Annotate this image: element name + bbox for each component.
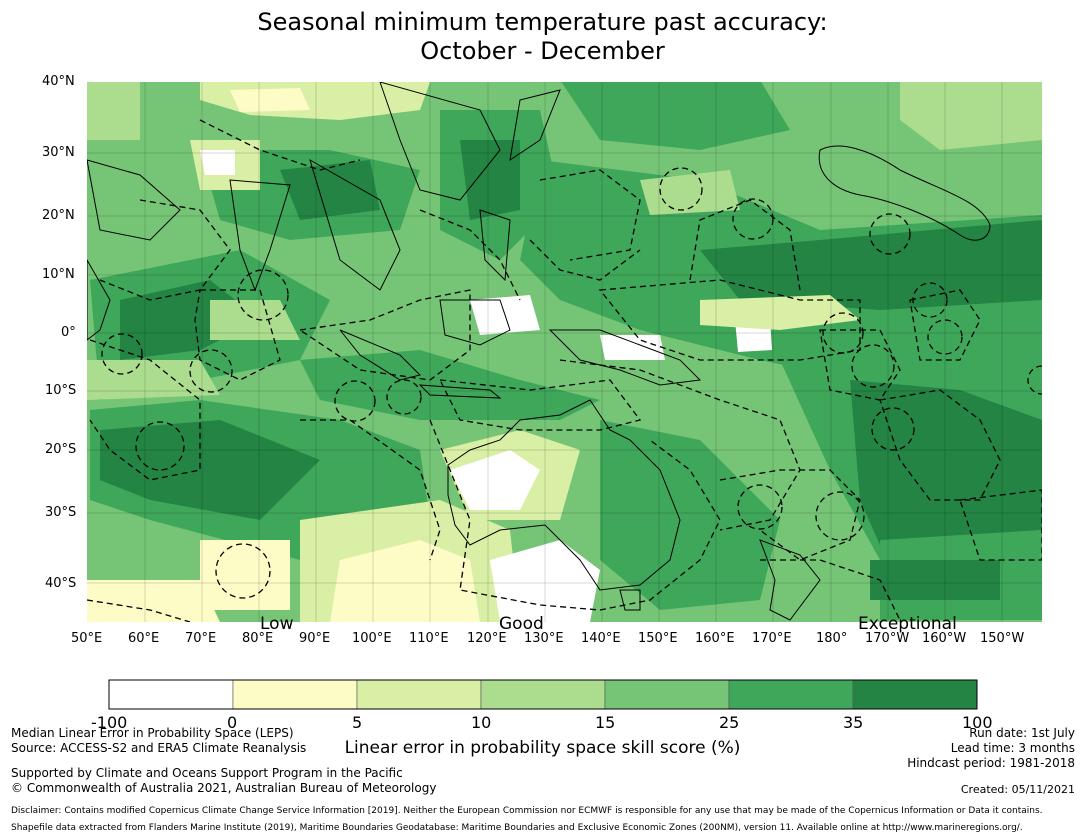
borneo-coast (439, 299, 511, 346)
lon-label-100e: 100°E (352, 631, 392, 646)
lat-label-40n: 40°N (42, 74, 75, 89)
colorbar-swatch-2 (356, 679, 482, 710)
japan-coast (509, 89, 561, 162)
colorbar-swatch-3 (480, 679, 606, 710)
lon-label-170e: 170°E (752, 631, 792, 646)
lon-label-140e: 140°E (581, 631, 621, 646)
colorbar-tick-7: 100 (962, 713, 993, 732)
lon-label-110e: 110°E (409, 631, 449, 646)
lon-label-160e: 160°E (695, 631, 735, 646)
footer-support: Supported by Climate and Oceans Support … (11, 766, 403, 780)
lon-label-130e: 130°E (524, 631, 564, 646)
lon-label-150e: 150°E (638, 631, 678, 646)
colorbar-tick-5: 25 (719, 713, 740, 732)
colorbar-swatch-0 (108, 679, 234, 710)
lat-label-10n: 10°N (42, 267, 75, 282)
colorbar-swatch-6 (852, 679, 978, 710)
lat-label-40s: 40°S (45, 576, 77, 591)
java-coast (418, 384, 502, 399)
lon-label-150w: 150°W (980, 631, 1025, 646)
coastlines (87, 82, 991, 621)
title-line-1: Seasonal minimum temperature past accura… (257, 8, 828, 36)
colorbar-swatch-4 (604, 679, 730, 710)
lat-label-30s: 30°S (45, 505, 77, 520)
lon-label-90e: 90°E (299, 631, 331, 646)
tasmania-coast (619, 589, 641, 611)
colorbar (108, 679, 978, 710)
colorbar-tick-6: 35 (843, 713, 864, 732)
lat-label-20n: 20°N (42, 208, 75, 223)
colorbar-tick-4: 15 (595, 713, 616, 732)
lat-label-0: 0° (61, 325, 76, 340)
hawaii-region-outline (818, 145, 991, 241)
lon-label-180: 180° (816, 631, 848, 646)
disclaimer-shapefile: Shapefile data extracted from Flanders M… (11, 823, 1023, 833)
footer-lead-time: Lead time: 3 months (950, 741, 1075, 755)
lon-label-160w: 160°W (922, 631, 967, 646)
map-title: Seasonal minimum temperature past accura… (0, 8, 1085, 66)
footer-run-date: Run date: 1st July (969, 726, 1075, 740)
lon-label-170w: 170°W (865, 631, 910, 646)
lat-label-20s: 20°S (45, 442, 77, 457)
china-coast (379, 82, 501, 201)
skill-label-low: Low (260, 614, 294, 634)
southeast-asia-coast (309, 158, 401, 291)
lon-label-80e: 80°E (242, 631, 274, 646)
lon-label-120e: 120°E (467, 631, 507, 646)
new-guinea-coast (548, 329, 702, 386)
africa-coast (87, 258, 111, 341)
colorbar-label: Linear error in probability space skill … (344, 738, 741, 758)
skill-label-exceptional: Exceptional (858, 614, 957, 634)
colorbar-tick-1: 0 (227, 713, 238, 732)
colorbar-swatch-1 (232, 679, 358, 710)
title-line-2: October - December (420, 37, 665, 65)
colorbar-tick-0: -100 (91, 713, 128, 732)
footer-source: Source: ACCESS-S2 and ERA5 Climate Reana… (11, 741, 307, 755)
footer-method: Median Linear Error in Probability Space… (11, 726, 294, 740)
lat-label-30n: 30°N (42, 145, 75, 160)
new-zealand-coast (759, 539, 821, 621)
graticule (87, 82, 1042, 622)
arabia-coast (87, 159, 181, 241)
lon-label-50e: 50°E (71, 631, 103, 646)
skill-label-good: Good (499, 614, 544, 634)
footer-hindcast: Hindcast period: 1981-2018 (907, 756, 1075, 770)
low-skill-areas (87, 82, 1042, 622)
colorbar-border (108, 679, 978, 710)
colorbar-tick-2: 5 (352, 713, 363, 732)
lon-label-70e: 70°E (185, 631, 217, 646)
footer-created: Created: 05/11/2021 (960, 783, 1075, 796)
skill-regions (90, 82, 1042, 620)
maritime-boundaries (87, 119, 1042, 622)
lon-label-60e: 60°E (128, 631, 160, 646)
australia-coast (447, 399, 681, 591)
lat-label-10s: 10°S (45, 383, 77, 398)
colorbar-tick-3: 10 (471, 713, 492, 732)
india-coast (229, 179, 291, 292)
disclaimer-copernicus: Disclaimer: Contains modified Copernicus… (11, 806, 1043, 816)
colorbar-swatch-5 (728, 679, 854, 710)
footer-copyright: © Commonwealth of Australia 2021, Austra… (11, 781, 437, 795)
